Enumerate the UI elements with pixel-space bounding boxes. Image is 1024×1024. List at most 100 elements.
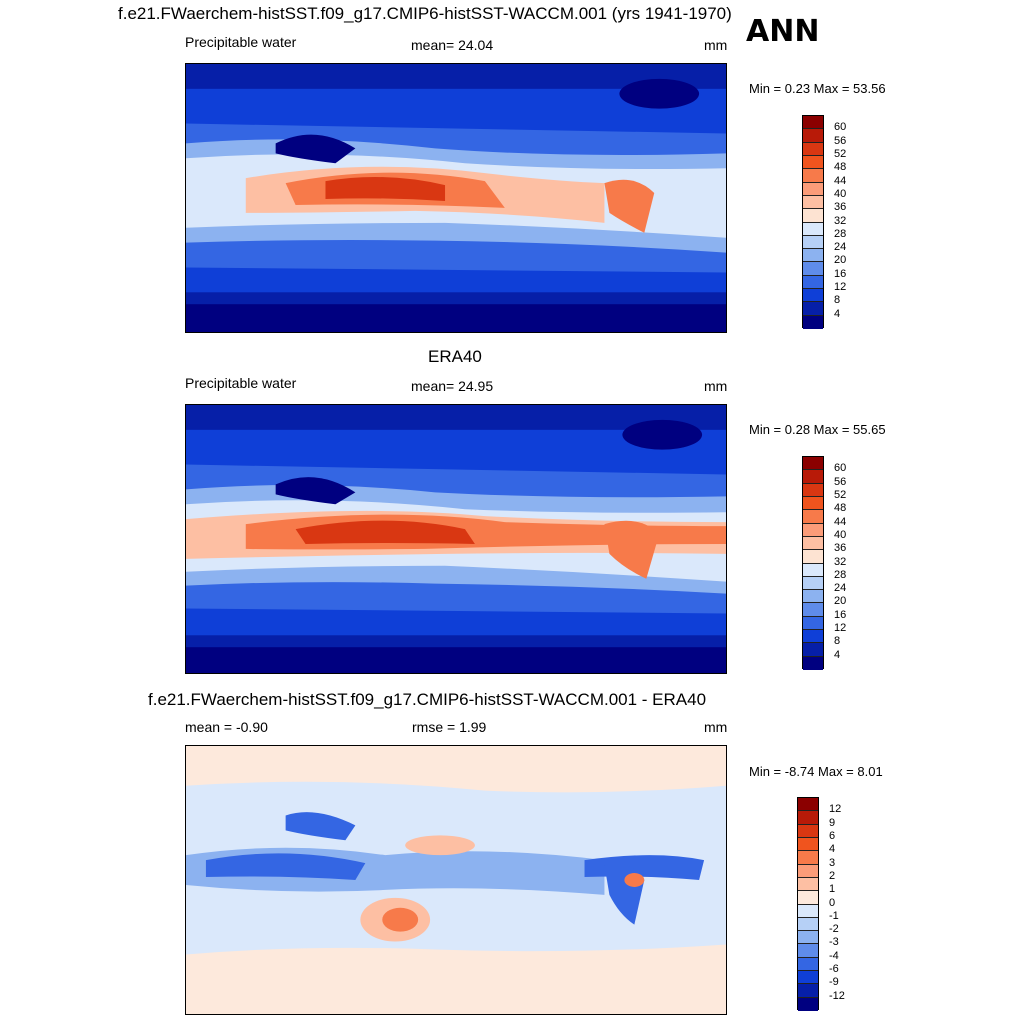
colorbar-segment	[798, 997, 818, 1011]
colorbar-segment	[803, 483, 823, 497]
colorbar-label: 12	[834, 622, 847, 635]
colorbar-label: 40	[834, 528, 847, 541]
season-label: ANN	[746, 14, 820, 49]
colorbar-label: -9	[829, 976, 839, 989]
colorbar-segment	[803, 457, 823, 471]
colorbar-segment	[798, 931, 818, 945]
colorbar-label: 44	[834, 174, 847, 187]
colorbar-label: -6	[829, 963, 839, 976]
panel1-minmax: Min = 0.23 Max = 53.56	[749, 81, 886, 96]
colorbar-segment	[798, 904, 818, 918]
colorbar-segment	[803, 275, 823, 290]
colorbar-label: 48	[834, 161, 847, 174]
colorbar-segment	[798, 984, 818, 998]
colorbar-segment	[798, 851, 818, 865]
colorbar-label: 28	[834, 227, 847, 240]
panel2-units: mm	[704, 378, 728, 394]
colorbar-label: -2	[829, 923, 839, 936]
colorbar-segment	[803, 643, 823, 657]
colorbar-label: 16	[834, 608, 847, 621]
colorbar-label: -4	[829, 949, 839, 962]
colorbar-label: 56	[834, 475, 847, 488]
colorbar-segment	[798, 837, 818, 852]
panel1-map	[185, 63, 727, 333]
panel3-units: mm	[704, 719, 728, 735]
figure-title: f.e21.FWaerchem-histSST.f09_g17.CMIP6-hi…	[118, 4, 732, 23]
panel1-mean: mean= 24.04	[411, 37, 494, 53]
colorbar-label: 6	[829, 829, 836, 842]
colorbar-segment	[803, 182, 823, 196]
colorbar-label: 24	[834, 582, 847, 595]
colorbar-segment	[798, 971, 818, 985]
colorbar-segment	[803, 496, 823, 511]
panel2-map	[185, 404, 727, 674]
colorbar-label: 8	[834, 294, 841, 307]
panel2-mean: mean= 24.95	[411, 378, 494, 394]
colorbar-segment	[803, 510, 823, 524]
colorbar-segment	[803, 550, 823, 564]
colorbar-segment	[803, 235, 823, 250]
colorbar-segment	[798, 957, 818, 972]
colorbar-segment	[798, 824, 818, 838]
colorbar-label: 4	[834, 307, 841, 320]
panel3-rmse: rmse = 1.99	[412, 719, 487, 735]
colorbar-label: 36	[834, 542, 847, 555]
colorbar-segment	[803, 315, 823, 329]
colorbar-label: 60	[834, 121, 847, 134]
colorbar-label: 4	[829, 843, 836, 856]
colorbar-label: 56	[834, 134, 847, 147]
colorbar-segment	[803, 262, 823, 276]
colorbar-segment	[803, 169, 823, 183]
colorbar-segment	[803, 142, 823, 156]
colorbar-label: 24	[834, 241, 847, 254]
colorbar-segment	[803, 249, 823, 263]
colorbar-label: 60	[834, 462, 847, 475]
colorbar-segment	[798, 944, 818, 958]
colorbar-segment	[803, 590, 823, 604]
colorbar-label: 12	[834, 281, 847, 294]
panel2-colorbar	[802, 456, 824, 670]
colorbar-label: 16	[834, 267, 847, 280]
colorbar-label: 36	[834, 201, 847, 214]
colorbar-segment	[798, 891, 818, 905]
panel2-minmax: Min = 0.28 Max = 55.65	[749, 422, 886, 437]
colorbar-segment	[803, 116, 823, 130]
colorbar-label: 12	[829, 803, 842, 816]
colorbar-label: 32	[834, 214, 847, 227]
colorbar-label: 48	[834, 502, 847, 515]
colorbar-segment	[803, 302, 823, 316]
colorbar-segment	[803, 630, 823, 644]
panel3-mean: mean = -0.90	[185, 719, 268, 735]
colorbar-label: 2	[829, 869, 836, 882]
colorbar-label: 4	[834, 648, 841, 661]
colorbar-segment	[803, 603, 823, 617]
colorbar-segment	[798, 798, 818, 812]
colorbar-segment	[803, 289, 823, 303]
panel2-variable: Precipitable water	[185, 375, 297, 391]
colorbar-segment	[803, 536, 823, 551]
colorbar-label: 20	[834, 254, 847, 267]
colorbar-label: 20	[834, 595, 847, 608]
colorbar-segment	[803, 576, 823, 591]
colorbar-label: 40	[834, 187, 847, 200]
colorbar-label: 28	[834, 568, 847, 581]
colorbar-label: 32	[834, 555, 847, 568]
colorbar-label: 44	[834, 515, 847, 528]
colorbar-segment	[803, 656, 823, 670]
colorbar-segment	[798, 864, 818, 878]
colorbar-label: 52	[834, 147, 847, 160]
colorbar-segment	[803, 209, 823, 223]
colorbar-segment	[798, 811, 818, 825]
colorbar-label: 52	[834, 488, 847, 501]
panel1-colorbar	[802, 115, 824, 329]
panel1-units: mm	[704, 37, 728, 53]
colorbar-segment	[798, 917, 818, 932]
colorbar-label: 0	[829, 896, 836, 909]
panel3-minmax: Min = -8.74 Max = 8.01	[749, 764, 883, 779]
colorbar-label: 9	[829, 816, 836, 829]
colorbar-segment	[803, 470, 823, 484]
colorbar-segment	[803, 195, 823, 210]
colorbar-segment	[803, 563, 823, 577]
colorbar-segment	[798, 877, 818, 892]
panel3-colorbar	[797, 797, 819, 1011]
